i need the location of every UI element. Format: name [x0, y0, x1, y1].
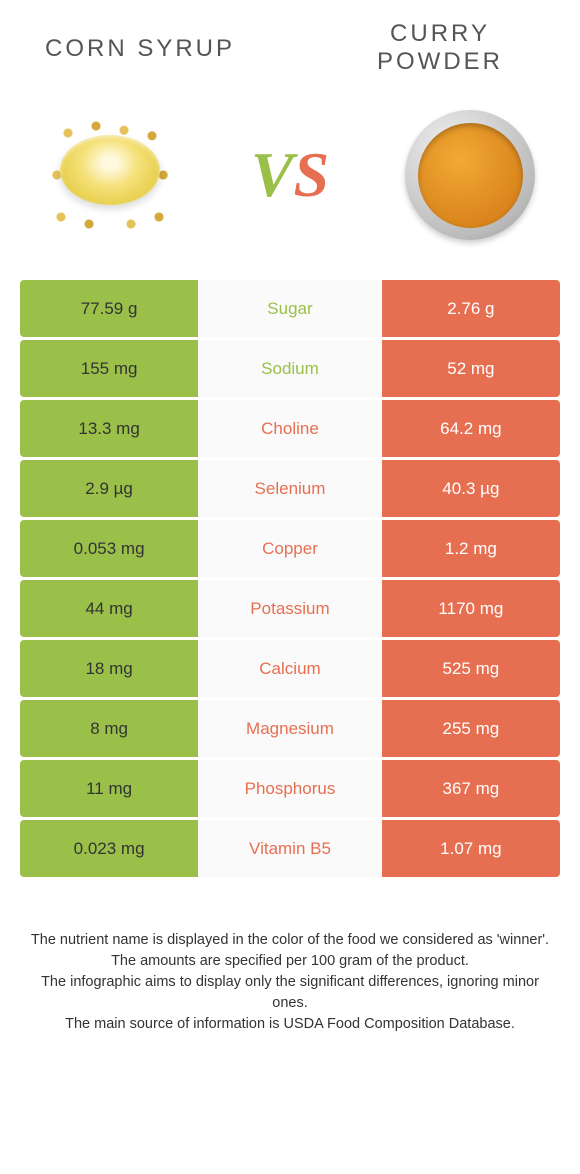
right-value: 1.2 mg [382, 520, 560, 577]
footer-line: The infographic aims to display only the… [30, 972, 550, 1014]
left-value: 44 mg [20, 580, 198, 637]
table-row: 18 mgCalcium525 mg [20, 640, 560, 697]
images-row: VS [0, 90, 580, 280]
right-value: 1170 mg [382, 580, 560, 637]
title-left: CORN SYRUP [40, 20, 240, 63]
table-row: 13.3 mgCholine64.2 mg [20, 400, 560, 457]
left-value: 77.59 g [20, 280, 198, 337]
nutrient-name: Potassium [198, 580, 382, 637]
curry-powder-image [390, 95, 550, 255]
vs-label: VS [230, 138, 350, 212]
nutrient-name: Sugar [198, 280, 382, 337]
nutrient-name: Sodium [198, 340, 382, 397]
nutrient-name: Copper [198, 520, 382, 577]
footer-line: The nutrient name is displayed in the co… [30, 930, 550, 951]
nutrient-table: 77.59 gSugar2.76 g155 mgSodium52 mg13.3 … [20, 280, 560, 877]
right-value: 525 mg [382, 640, 560, 697]
nutrient-name: Vitamin B5 [198, 820, 382, 877]
left-value: 0.053 mg [20, 520, 198, 577]
right-value: 64.2 mg [382, 400, 560, 457]
right-value: 40.3 µg [382, 460, 560, 517]
table-row: 2.9 µgSelenium40.3 µg [20, 460, 560, 517]
nutrient-name: Magnesium [198, 700, 382, 757]
footer-notes: The nutrient name is displayed in the co… [0, 880, 580, 1035]
right-value: 255 mg [382, 700, 560, 757]
table-row: 0.023 mgVitamin B51.07 mg [20, 820, 560, 877]
right-value: 367 mg [382, 760, 560, 817]
right-value: 1.07 mg [382, 820, 560, 877]
left-value: 8 mg [20, 700, 198, 757]
left-value: 2.9 µg [20, 460, 198, 517]
corn-syrup-image [30, 95, 190, 255]
right-value: 52 mg [382, 340, 560, 397]
left-value: 0.023 mg [20, 820, 198, 877]
title-right: CURRY POWDER [340, 20, 540, 76]
table-row: 44 mgPotassium1170 mg [20, 580, 560, 637]
left-value: 155 mg [20, 340, 198, 397]
left-value: 13.3 mg [20, 400, 198, 457]
nutrient-name: Selenium [198, 460, 382, 517]
left-value: 18 mg [20, 640, 198, 697]
nutrient-name: Phosphorus [198, 760, 382, 817]
table-row: 11 mgPhosphorus367 mg [20, 760, 560, 817]
right-value: 2.76 g [382, 280, 560, 337]
nutrient-name: Calcium [198, 640, 382, 697]
footer-line: The main source of information is USDA F… [30, 1014, 550, 1035]
table-row: 0.053 mgCopper1.2 mg [20, 520, 560, 577]
header: CORN SYRUP CURRY POWDER [0, 0, 580, 90]
nutrient-name: Choline [198, 400, 382, 457]
table-row: 77.59 gSugar2.76 g [20, 280, 560, 337]
footer-line: The amounts are specified per 100 gram o… [30, 951, 550, 972]
left-value: 11 mg [20, 760, 198, 817]
table-row: 155 mgSodium52 mg [20, 340, 560, 397]
table-row: 8 mgMagnesium255 mg [20, 700, 560, 757]
vs-v-char: V [251, 139, 294, 210]
vs-s-char: S [294, 139, 330, 210]
